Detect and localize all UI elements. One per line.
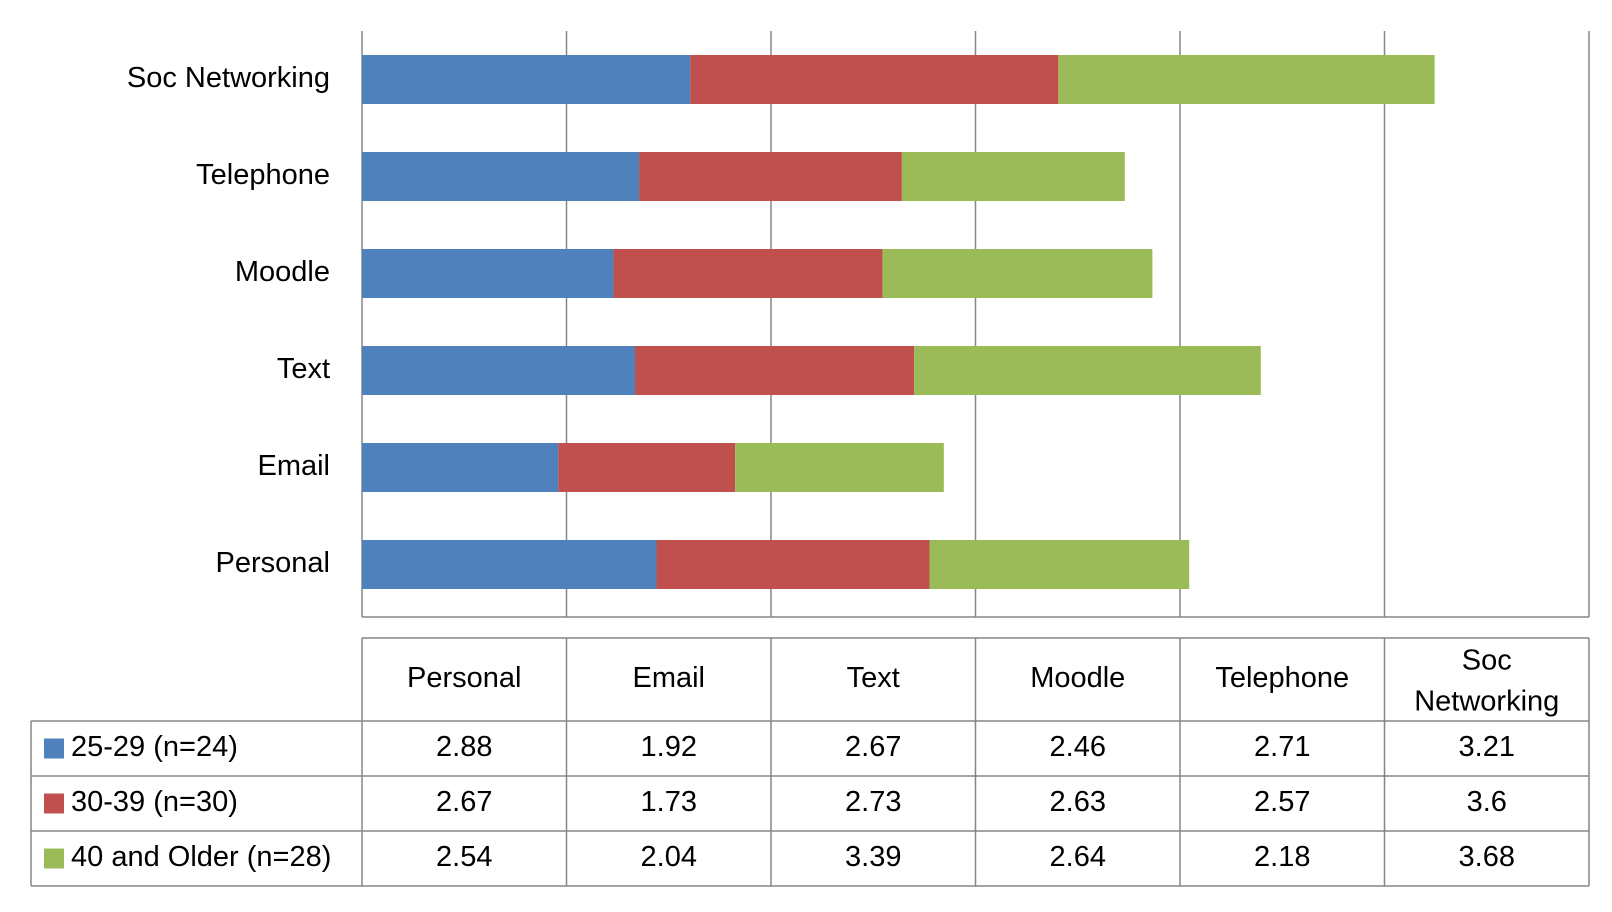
table-header-line: Networking: [1414, 686, 1559, 718]
table-data-cell: 3.68: [1459, 841, 1515, 873]
bar-segment: [639, 152, 902, 201]
legend-key: [44, 848, 64, 869]
bar-segment: [901, 152, 1125, 201]
y-tick-label: Email: [257, 450, 330, 482]
table-data-cell: 2.64: [1050, 841, 1106, 873]
bar-segment: [362, 55, 691, 104]
table-header-cell: Text: [847, 662, 900, 694]
table-data-cell: 1.73: [641, 786, 697, 818]
table-header-cell: Personal: [407, 662, 521, 694]
y-tick-label: Personal: [216, 547, 330, 579]
y-tick-label: Telephone: [196, 159, 330, 191]
legend-label: 40 and Older (n=28): [71, 841, 331, 873]
table-data-cell: 2.88: [436, 731, 492, 763]
bar-segment: [690, 55, 1059, 104]
bar-segment: [362, 346, 636, 395]
bar-segment: [613, 249, 883, 298]
table-data-cell: 3.21: [1459, 731, 1515, 763]
table-data-cell: 2.18: [1254, 841, 1310, 873]
table-header-cell: Soc Networking: [1414, 645, 1559, 718]
table-data-cell: 2.54: [436, 841, 492, 873]
table-data-cell: 2.57: [1254, 786, 1310, 818]
y-tick-label: Moodle: [235, 256, 330, 288]
bar-segment: [362, 249, 614, 298]
table-data-cell: 3.6: [1467, 786, 1507, 818]
table-data-cell: 2.46: [1050, 731, 1106, 763]
bar-segment: [929, 540, 1190, 589]
legend-label: 25-29 (n=24): [71, 731, 238, 763]
table-data-cell: 2.04: [641, 841, 697, 873]
y-tick-label: Text: [277, 353, 330, 385]
table-data-cell: 1.92: [641, 731, 697, 763]
table-data-cell: 2.63: [1050, 786, 1106, 818]
table-data-cell: 2.73: [845, 786, 901, 818]
bar-segment: [656, 540, 930, 589]
table-header-cell: Moodle: [1030, 662, 1125, 694]
y-tick-label: Soc Networking: [127, 62, 330, 94]
table-data-cell: 2.67: [436, 786, 492, 818]
table-data-cell: 2.71: [1254, 731, 1310, 763]
bar-segment: [362, 152, 640, 201]
bar-segment: [362, 540, 657, 589]
bar-segment: [362, 443, 559, 492]
legend-key: [44, 793, 64, 814]
table-header-cell: Telephone: [1215, 662, 1349, 694]
bar-segment: [558, 443, 736, 492]
bar-segment: [914, 346, 1261, 395]
bar-segment: [635, 346, 915, 395]
legend-key: [44, 738, 64, 759]
bar-segment: [1058, 55, 1435, 104]
legend-label: 30-39 (n=30): [71, 786, 238, 818]
table-header-cell: Email: [632, 662, 705, 694]
bar-segment: [882, 249, 1153, 298]
bar-segment: [735, 443, 944, 492]
table-data-cell: 3.39: [845, 841, 901, 873]
table-data-cell: 2.67: [845, 731, 901, 763]
table-header-line: Soc: [1462, 645, 1512, 677]
